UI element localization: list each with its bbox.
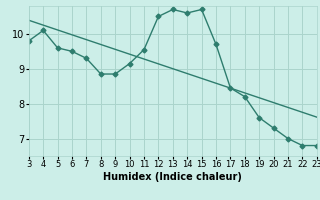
X-axis label: Humidex (Indice chaleur): Humidex (Indice chaleur): [103, 172, 242, 182]
